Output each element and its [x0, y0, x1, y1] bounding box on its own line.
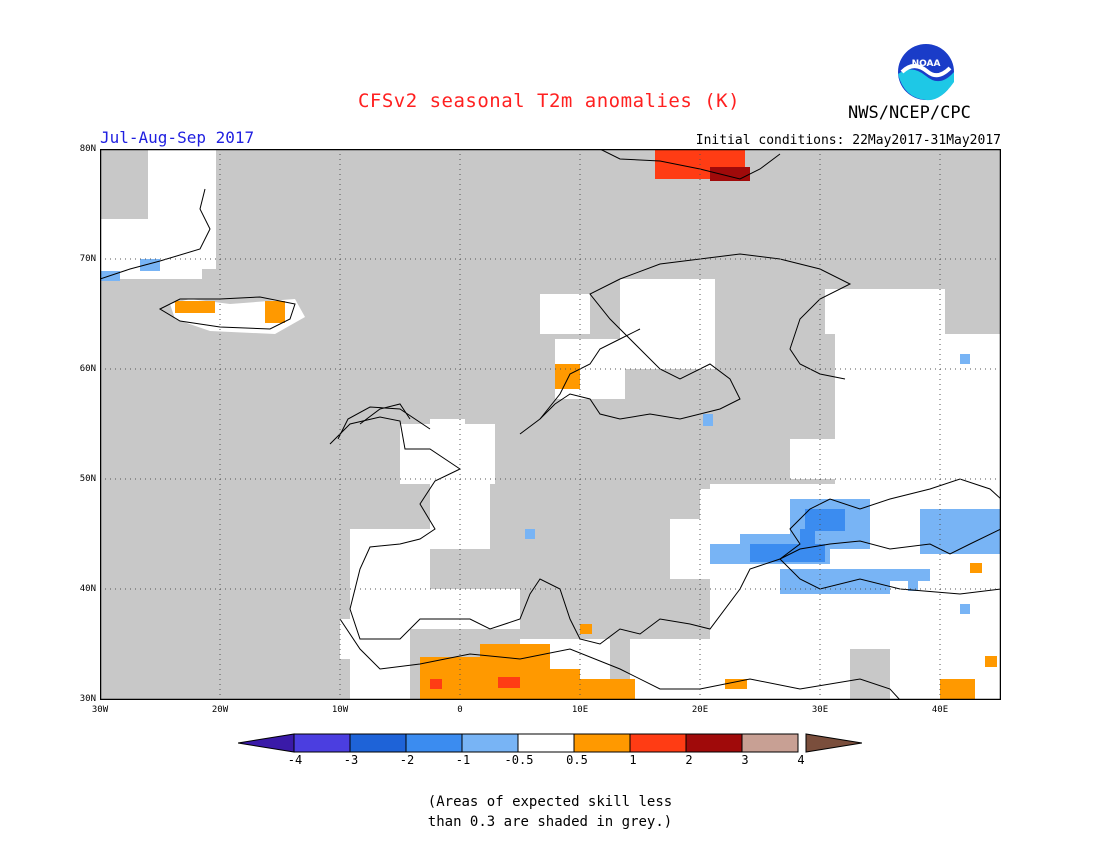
colorbar-label: 3: [741, 753, 749, 767]
x-tick-label: 30W: [91, 705, 109, 715]
colorbar-label: -0.5: [504, 753, 534, 767]
colorbar-cell: [517, 733, 575, 753]
colorbar-label: 0.5: [566, 753, 588, 767]
y-tick-label: 50N: [79, 474, 96, 484]
x-tick-label: 10W: [331, 705, 349, 715]
colorbar-low-arrow: [238, 733, 295, 753]
agency-label: NWS/NCEP/CPC: [848, 103, 971, 123]
x-tick-label: 30E: [811, 705, 829, 715]
colorbar-high-arrow: [805, 733, 862, 753]
colorbar-label: -4: [287, 753, 303, 767]
colorbar-label: -1: [455, 753, 471, 767]
y-tick-label: 30N: [79, 694, 96, 704]
colorbar-cells: [293, 733, 799, 753]
y-tick-label: 70N: [79, 254, 96, 264]
initial-conditions-label: Initial conditions: 22May2017-31May2017: [695, 133, 1001, 148]
colorbar-label: -3: [343, 753, 359, 767]
colorbar-label: 4: [797, 753, 805, 767]
colorbar-label: 1: [629, 753, 637, 767]
y-tick-label: 40N: [79, 584, 96, 594]
colorbar-cell: [405, 733, 463, 753]
x-tick-label: 40E: [931, 705, 949, 715]
x-tick-label: 10E: [571, 705, 589, 715]
noaa-logo: NOAA: [896, 42, 956, 102]
anomaly-map: [100, 149, 1001, 700]
y-tick-label: 80N: [79, 144, 96, 154]
y-tick-label: 60N: [79, 364, 96, 374]
colorbar: [238, 733, 862, 753]
season-label: Jul-Aug-Sep 2017: [100, 128, 255, 147]
colorbar-cell: [629, 733, 687, 753]
skill-note-line: than 0.3 are shaded in grey.): [427, 814, 673, 830]
map-title: CFSv2 seasonal T2m anomalies (K): [357, 90, 741, 112]
colorbar-cell: [349, 733, 407, 753]
colorbar-cell: [461, 733, 519, 753]
colorbar-cell: [741, 733, 799, 753]
x-tick-label: 0: [457, 705, 463, 715]
colorbar-cell: [685, 733, 743, 753]
colorbar-label: -2: [399, 753, 415, 767]
graticule: [100, 149, 1001, 700]
x-tick-label: 20E: [691, 705, 709, 715]
map-frame: [100, 149, 1001, 700]
colorbar-cell: [293, 733, 351, 753]
x-tick-label: 20W: [211, 705, 229, 715]
colorbar-cell: [573, 733, 631, 753]
svg-text:NOAA: NOAA: [912, 59, 941, 69]
coastlines: [100, 149, 1001, 700]
skill-note: (Areas of expected skill less than 0.3 a…: [0, 792, 1100, 832]
skill-note-line: (Areas of expected skill less: [427, 794, 673, 810]
colorbar-label: 2: [685, 753, 693, 767]
